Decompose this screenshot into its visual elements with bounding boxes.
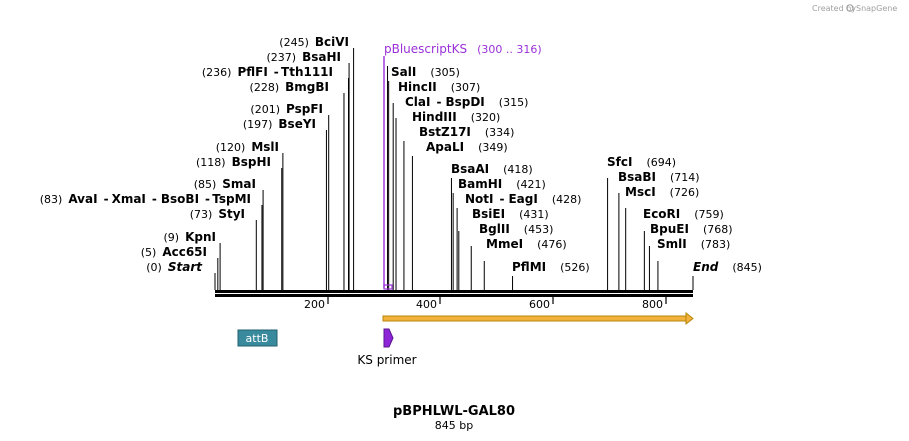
backbone-top-strand [215,290,693,293]
site-label-start[interactable]: (0) Start [146,260,203,274]
left-site-labels: (245) BciVI (237) BsaHI (236) PflFI - Tth111I… [40,35,349,274]
site-label-pflfi-tth111i[interactable]: (236) PflFI - Tth111I [202,65,333,79]
ruler-tick-label: 800 [642,298,663,311]
site-label-styi[interactable]: (73) StyI [190,207,245,221]
site-label-bsiei[interactable]: BsiEI (431) [472,207,549,221]
site-label-noti-eagi[interactable]: NotI - EagI (428) [465,192,581,206]
site-label-msci[interactable]: MscI (726) [625,185,699,199]
ks-primer-arrow-icon [383,328,394,348]
backbone-bottom-strand [215,294,693,297]
site-label-msli[interactable]: (120) MslI [216,140,279,154]
primer-site-marker [383,284,393,290]
site-label-sali[interactable]: SalI (305) [391,65,460,79]
site-label-bcivi[interactable]: (245) BciVI [279,35,349,49]
site-label-bpuei[interactable]: BpuEI (768) [650,222,733,236]
site-label-hindiii[interactable]: HindIII (320) [412,110,500,124]
orf-arrow-icon [685,311,694,326]
credit-text: Created by [812,4,856,13]
site-label-bamhi[interactable]: BamHI (421) [458,177,546,191]
site-label-bsaai[interactable]: BsaAI (418) [451,162,533,176]
site-label-sfci[interactable]: SfcI (694) [607,155,676,169]
site-label-ecori[interactable]: EcoRI (759) [643,207,724,221]
site-label-apali[interactable]: ApaLI (349) [426,140,508,154]
site-label-pspfi[interactable]: (201) PspFI [250,102,323,116]
site-label-smli[interactable]: SmlI (783) [657,237,730,251]
attb-box [237,329,278,347]
site-label-bstz17i[interactable]: BstZ17I (334) [419,125,514,139]
attb-label: attB [246,332,269,345]
site-label-bsphi[interactable]: (118) BspHI [196,155,271,169]
ruler-tick-label: 400 [416,298,437,311]
site-label-clai-bspdi[interactable]: ClaI - BspDI (315) [405,95,528,109]
attb-feature[interactable]: attB [237,329,278,347]
right-site-labels: SalI (305) HincII (307) ClaI - BspDI (315) Hi… [391,65,762,274]
snapgene-credit: Created by SnapGene [812,4,897,13]
sequence-backbone [215,290,693,297]
site-label-end[interactable]: End (845) [693,260,762,274]
map-length: 845 bp [435,419,473,432]
site-label-kpni[interactable]: (9) KpnI [164,230,217,244]
site-label-bglii[interactable]: BglII (453) [479,222,553,236]
site-label-pflmi[interactable]: PflMI (526) [512,260,590,274]
site-label-bmgbi[interactable]: (228) BmgBI [250,80,329,94]
snapgene-logo-icon [846,4,854,12]
site-label-hincii[interactable]: HincII (307) [398,80,480,94]
primer-site-label: pBluescriptKS (300 .. 316) [384,42,542,56]
ks-primer-feature[interactable]: KS primer [357,328,417,367]
map-title: pBPHLWL-GAL80 [393,404,515,419]
cut-site-lines [214,48,694,290]
orf-bar [382,315,687,322]
site-label-bsabi[interactable]: BsaBI (714) [618,170,700,184]
site-label-bseyi[interactable]: (197) BseYI [243,117,316,131]
ks-primer-label: KS primer [357,353,416,367]
site-label-avai-group[interactable]: (83) AvaI - XmaI - BsoBI - TspMI [40,192,251,206]
site-label-smai[interactable]: (85) SmaI [194,177,256,191]
primer-binding-site[interactable]: pBluescriptKS (300 .. 316) [383,42,542,290]
site-label-acc65i[interactable]: (5) Acc65I [141,245,207,259]
orf-feature[interactable] [382,311,694,326]
ruler-tick-label: 200 [304,298,325,311]
site-label-bsahi[interactable]: (237) BsaHI [267,50,342,64]
ruler: 200 400 600 800 [304,297,667,311]
credit-brand: SnapGene [856,4,897,13]
site-label-mmei[interactable]: MmeI (476) [486,237,567,251]
ruler-tick-label: 600 [529,298,550,311]
